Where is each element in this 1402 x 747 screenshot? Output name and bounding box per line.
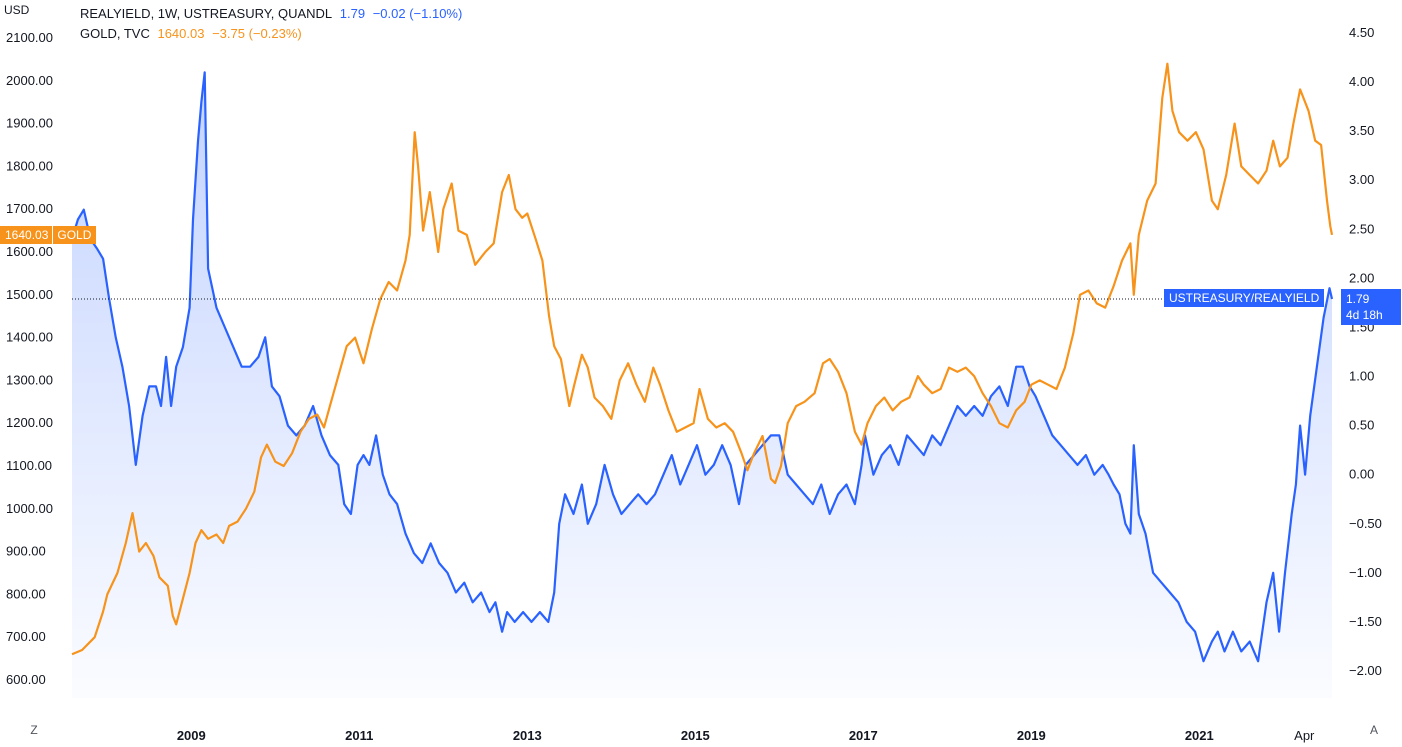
x-axis-tick-label: Apr — [1294, 728, 1315, 743]
left-axis-tick-label: 2100.00 — [6, 30, 53, 45]
right-axis-tick-label: −1.00 — [1349, 565, 1382, 580]
right-axis-tick-label: −2.00 — [1349, 663, 1382, 678]
left-axis-tick-label: 900.00 — [6, 544, 46, 559]
left-axis-tick-label: 2000.00 — [6, 73, 53, 88]
left-axis-tick-label: 600.00 — [6, 672, 46, 687]
legend-gold-change: −3.75 (−0.23%) — [212, 26, 302, 41]
x-axis-tick-label: 2021 — [1185, 728, 1214, 743]
right-axis-tick-label: −1.50 — [1349, 614, 1382, 629]
x-axis-tick-label: 2019 — [1017, 728, 1046, 743]
realyield-series-line[interactable] — [70, 71, 1334, 663]
left-axis-tick-label: 1100.00 — [6, 458, 52, 473]
right-axis-tick-label: 4.00 — [1349, 74, 1374, 89]
right-axis-tick-label: 3.50 — [1349, 123, 1374, 138]
legend-realyield-change: −0.02 (−1.10%) — [372, 6, 463, 21]
left-axis-tick-label: 1800.00 — [6, 158, 53, 173]
legend-gold[interactable]: GOLD, TVC 1640.03 −3.75 (−0.23%) — [80, 25, 306, 42]
right-axis-tick-label: −0.50 — [1349, 516, 1382, 531]
x-axis-tick-label: 2015 — [681, 728, 710, 743]
gold-price-tag-value: 1640.03 — [5, 228, 49, 242]
right-axis-tick-label: 0.50 — [1349, 418, 1374, 433]
auto-scale-button[interactable]: A — [1369, 723, 1378, 737]
right-axis-tick-label: 2.00 — [1349, 270, 1374, 285]
gold-price-tag-label: GOLD — [57, 228, 92, 242]
realyield-value-tag: 1.79 4d 18h — [1341, 289, 1401, 325]
right-axis-tick-label: 3.00 — [1349, 172, 1374, 187]
left-axis-tick-label: 1000.00 — [6, 501, 53, 516]
legend-realyield-name: REALYIELD, 1W, USTREASURY, QUANDL — [80, 6, 333, 21]
left-axis-tick-label: 1400.00 — [6, 330, 53, 345]
right-axis-tick-label: 2.50 — [1349, 221, 1374, 236]
right-axis-tick-label: 0.00 — [1349, 467, 1374, 482]
realyield-value-tag-value: 1.79 — [1346, 292, 1370, 306]
left-axis-tick-label: 1200.00 — [6, 415, 53, 430]
x-axis-tick-label: 2013 — [513, 728, 542, 743]
left-axis-tick-label: 1300.00 — [6, 372, 53, 387]
x-axis-tick-label: 2011 — [345, 728, 373, 743]
legend-realyield[interactable]: REALYIELD, 1W, USTREASURY, QUANDL 1.79 −… — [80, 5, 466, 22]
gold-series-line[interactable] — [71, 62, 1334, 656]
left-axis-unit: USD — [4, 3, 30, 17]
left-axis-tick-label: 1700.00 — [6, 201, 53, 216]
timezone-button[interactable]: Z — [30, 723, 38, 737]
legend-gold-value: 1640.03 — [157, 26, 205, 41]
left-axis-tick-label: 800.00 — [6, 586, 46, 601]
right-axis-tick-label: 4.50 — [1349, 25, 1374, 40]
left-axis-tick-label: 1600.00 — [6, 244, 53, 259]
left-axis-tick-label: 1900.00 — [6, 116, 53, 131]
legend-gold-name: GOLD, TVC — [80, 26, 150, 41]
right-axis-tick-label: 1.00 — [1349, 369, 1374, 384]
left-axis-tick-label: 700.00 — [6, 629, 46, 644]
realyield-value-tag-countdown: 4d 18h — [1346, 308, 1383, 322]
gold-price-tag: 1640.03 GOLD — [0, 226, 97, 244]
x-axis-tick-label: 2017 — [849, 728, 878, 743]
realyield-area-fill — [72, 72, 1332, 699]
left-axis-tick-label: 1500.00 — [6, 287, 53, 302]
legend-realyield-value: 1.79 — [339, 6, 366, 21]
x-axis-tick-label: 2009 — [177, 728, 206, 743]
realyield-series-tag: USTREASURY/REALYIELD — [1164, 289, 1325, 307]
